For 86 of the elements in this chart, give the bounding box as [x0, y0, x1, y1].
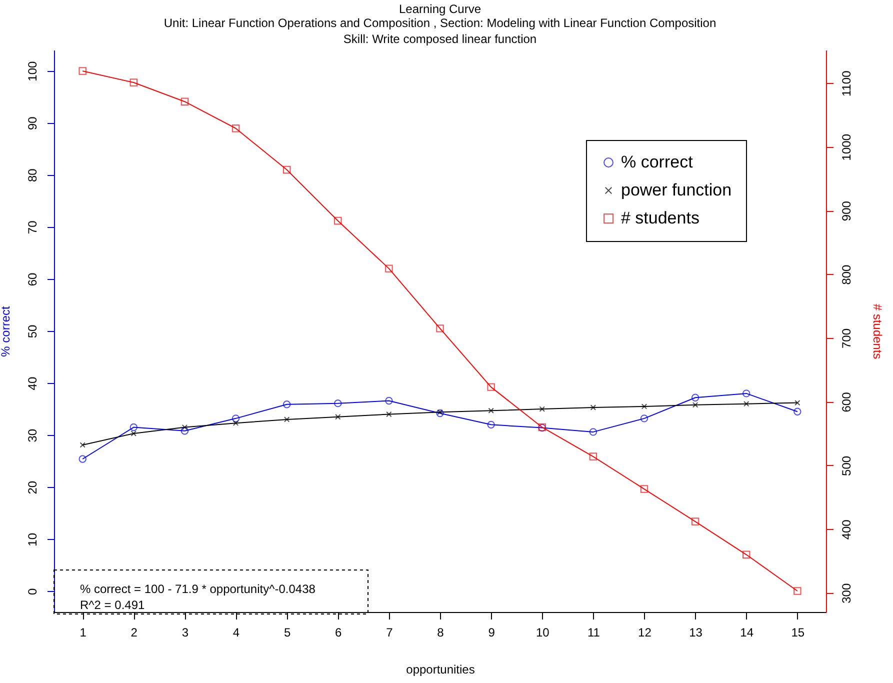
y2-tick-label: 500	[840, 456, 854, 476]
point	[232, 420, 239, 426]
x-tick-label: 1	[80, 626, 87, 640]
y-axis-title: % correct	[0, 306, 12, 357]
annotation: R^2 = 0.491	[80, 598, 145, 612]
y-tick-label: 30	[26, 428, 40, 442]
point	[487, 383, 495, 391]
point	[130, 423, 138, 432]
annotation: % correct = 100 - 71.9 * opportunity^-0.0438	[80, 582, 316, 596]
point	[640, 485, 648, 493]
point	[794, 587, 802, 595]
y-tick-label: 10	[26, 532, 40, 546]
point	[794, 408, 802, 416]
y2-tick-label: 400	[840, 519, 854, 540]
point	[335, 414, 341, 420]
legend-label: % correct	[621, 152, 694, 172]
point	[589, 452, 598, 460]
y2-tick-label: 600	[840, 392, 854, 412]
point	[284, 416, 290, 422]
y-tick-label: 0	[26, 588, 40, 596]
point	[742, 390, 750, 398]
y-tick-label: 90	[26, 116, 40, 130]
point	[590, 404, 596, 410]
legend-label: # students	[621, 208, 700, 228]
point	[692, 402, 698, 408]
point	[641, 404, 648, 410]
y2-tick-label: 900	[840, 200, 854, 222]
point	[334, 399, 342, 408]
x-tick-label: 13	[689, 626, 703, 640]
y-tick-label: 100	[26, 60, 40, 82]
y-tick-label: 40	[26, 376, 40, 390]
legend-label: power function	[621, 180, 732, 200]
y2-tick-label: 700	[840, 328, 854, 349]
point	[282, 166, 291, 174]
x-tick-label: 12	[638, 626, 652, 640]
y-tick-label: 80	[26, 168, 40, 182]
point	[385, 264, 393, 272]
point	[182, 424, 188, 430]
point	[180, 98, 189, 106]
y-tick-label: 60	[26, 272, 40, 286]
chart-subtitle: Unit: Linear Function Operations and Composition , Section: Modeling with Linear Function Composition Skill: Write composed linear function	[164, 16, 716, 46]
point	[742, 550, 750, 559]
point	[640, 414, 648, 422]
point	[334, 216, 342, 225]
x-tick-label: 8	[437, 626, 444, 640]
point	[78, 455, 86, 463]
point	[385, 396, 393, 405]
point	[794, 400, 800, 406]
x-tick-label: 11	[587, 626, 600, 640]
y2-axis-title: # students	[870, 304, 884, 360]
point	[488, 408, 494, 414]
y-tick-label: 20	[26, 480, 40, 494]
point	[180, 427, 189, 435]
x-tick-label: 3	[182, 626, 189, 640]
point	[130, 78, 138, 86]
x-tick-label: 9	[488, 626, 496, 640]
point	[130, 430, 136, 436]
point	[691, 518, 700, 526]
x-tick-label: 7	[386, 626, 394, 640]
x-tick-label: 14	[740, 626, 754, 640]
point	[232, 414, 240, 422]
point	[78, 67, 86, 75]
point	[232, 124, 240, 132]
y2-tick-label: 300	[840, 583, 854, 604]
point	[589, 428, 598, 436]
x-tick-label: 5	[284, 626, 291, 640]
x-tick-label: 6	[335, 626, 342, 640]
point	[80, 442, 86, 448]
point	[436, 324, 444, 332]
y-tick-label: 50	[26, 324, 40, 338]
point	[282, 400, 291, 408]
x-tick-label: 4	[232, 626, 240, 640]
point	[691, 394, 700, 402]
x-tick-label: 10	[536, 626, 550, 640]
x-tick-label: 2	[130, 626, 138, 640]
y2-tick-label: 800	[840, 264, 854, 285]
y-tick-label: 70	[26, 220, 40, 234]
point	[744, 401, 750, 407]
y2-tick-label: 1100	[840, 70, 854, 97]
x-tick-label: 15	[791, 626, 805, 640]
point	[386, 411, 392, 418]
point	[539, 406, 545, 412]
y2-tick-label: 1000	[840, 134, 854, 161]
point	[487, 420, 495, 429]
chart-title: Learning Curve	[398, 2, 482, 16]
x-axis-title: opportunities	[406, 662, 475, 676]
